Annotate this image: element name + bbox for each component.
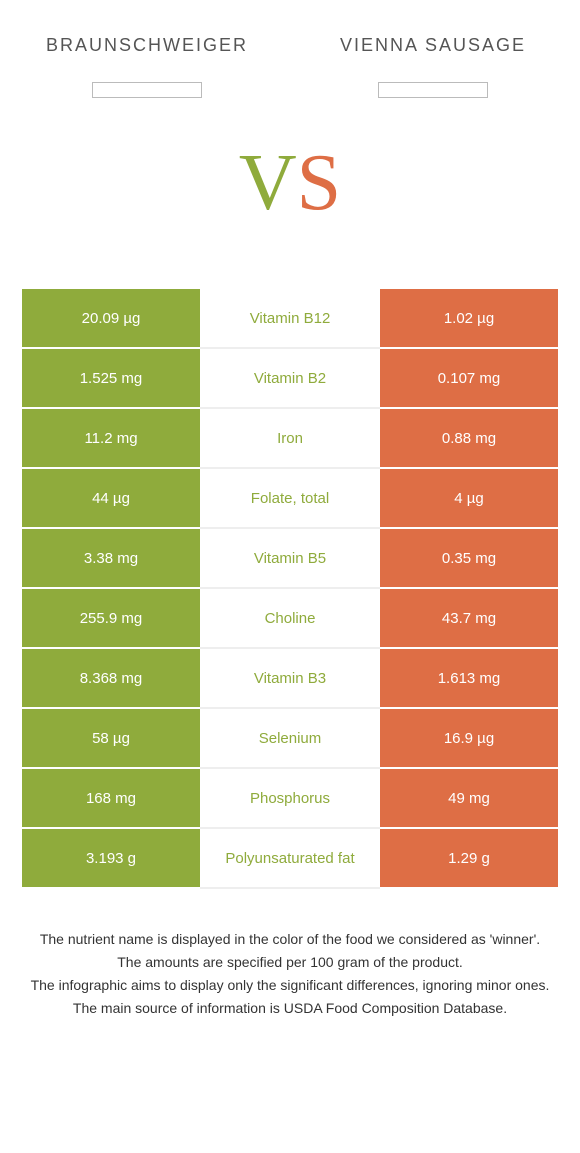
footnote-line: The infographic aims to display only the… (20, 975, 560, 996)
right-value-cell: 43.7 mg (380, 589, 558, 649)
left-value-cell: 168 mg (22, 769, 200, 829)
nutrient-name-cell: Phosphorus (200, 769, 380, 829)
right-value-cell: 49 mg (380, 769, 558, 829)
table-row: 11.2 mgIron0.88 mg (22, 409, 558, 469)
nutrient-name-cell: Vitamin B2 (200, 349, 380, 409)
left-value-cell: 3.38 mg (22, 529, 200, 589)
left-food-column: Braunschweiger (30, 20, 264, 98)
table-row: 8.368 mgVitamin B31.613 mg (22, 649, 558, 709)
nutrient-name-cell: Iron (200, 409, 380, 469)
left-value-cell: 1.525 mg (22, 349, 200, 409)
right-value-cell: 16.9 µg (380, 709, 558, 769)
table-row: 20.09 µgVitamin B121.02 µg (22, 289, 558, 349)
table-row: 58 µgSelenium16.9 µg (22, 709, 558, 769)
nutrient-name-cell: Folate, total (200, 469, 380, 529)
vs-letter-s: S (297, 139, 342, 227)
right-value-cell: 4 µg (380, 469, 558, 529)
right-value-cell: 1.613 mg (380, 649, 558, 709)
vs-label: VS (0, 138, 580, 229)
table-row: 44 µgFolate, total4 µg (22, 469, 558, 529)
table-row: 1.525 mgVitamin B20.107 mg (22, 349, 558, 409)
right-food-image-placeholder (378, 82, 488, 98)
nutrient-name-cell: Vitamin B12 (200, 289, 380, 349)
right-value-cell: 0.35 mg (380, 529, 558, 589)
footnote-line: The main source of information is USDA F… (20, 998, 560, 1019)
left-value-cell: 58 µg (22, 709, 200, 769)
right-food-column: Vienna sausage (316, 20, 550, 98)
right-value-cell: 0.107 mg (380, 349, 558, 409)
right-value-cell: 1.29 g (380, 829, 558, 889)
left-value-cell: 20.09 µg (22, 289, 200, 349)
left-value-cell: 8.368 mg (22, 649, 200, 709)
table-row: 255.9 mgCholine43.7 mg (22, 589, 558, 649)
left-food-image-placeholder (92, 82, 202, 98)
nutrient-name-cell: Vitamin B3 (200, 649, 380, 709)
table-row: 3.193 gPolyunsaturated fat1.29 g (22, 829, 558, 889)
right-value-cell: 0.88 mg (380, 409, 558, 469)
nutrient-comparison-table: 20.09 µgVitamin B121.02 µg1.525 mgVitami… (22, 289, 558, 889)
table-row: 168 mgPhosphorus49 mg (22, 769, 558, 829)
footnote-line: The amounts are specified per 100 gram o… (20, 952, 560, 973)
nutrient-name-cell: Choline (200, 589, 380, 649)
left-value-cell: 255.9 mg (22, 589, 200, 649)
footnotes-section: The nutrient name is displayed in the co… (0, 889, 580, 1041)
table-row: 3.38 mgVitamin B50.35 mg (22, 529, 558, 589)
nutrient-name-cell: Selenium (200, 709, 380, 769)
left-value-cell: 44 µg (22, 469, 200, 529)
vs-letter-v: V (239, 139, 297, 227)
comparison-header: Braunschweiger Vienna sausage (0, 0, 580, 108)
left-food-name: Braunschweiger (46, 20, 248, 70)
nutrient-name-cell: Polyunsaturated fat (200, 829, 380, 889)
left-value-cell: 3.193 g (22, 829, 200, 889)
left-value-cell: 11.2 mg (22, 409, 200, 469)
right-value-cell: 1.02 µg (380, 289, 558, 349)
nutrient-name-cell: Vitamin B5 (200, 529, 380, 589)
right-food-name: Vienna sausage (340, 20, 526, 70)
footnote-line: The nutrient name is displayed in the co… (20, 929, 560, 950)
